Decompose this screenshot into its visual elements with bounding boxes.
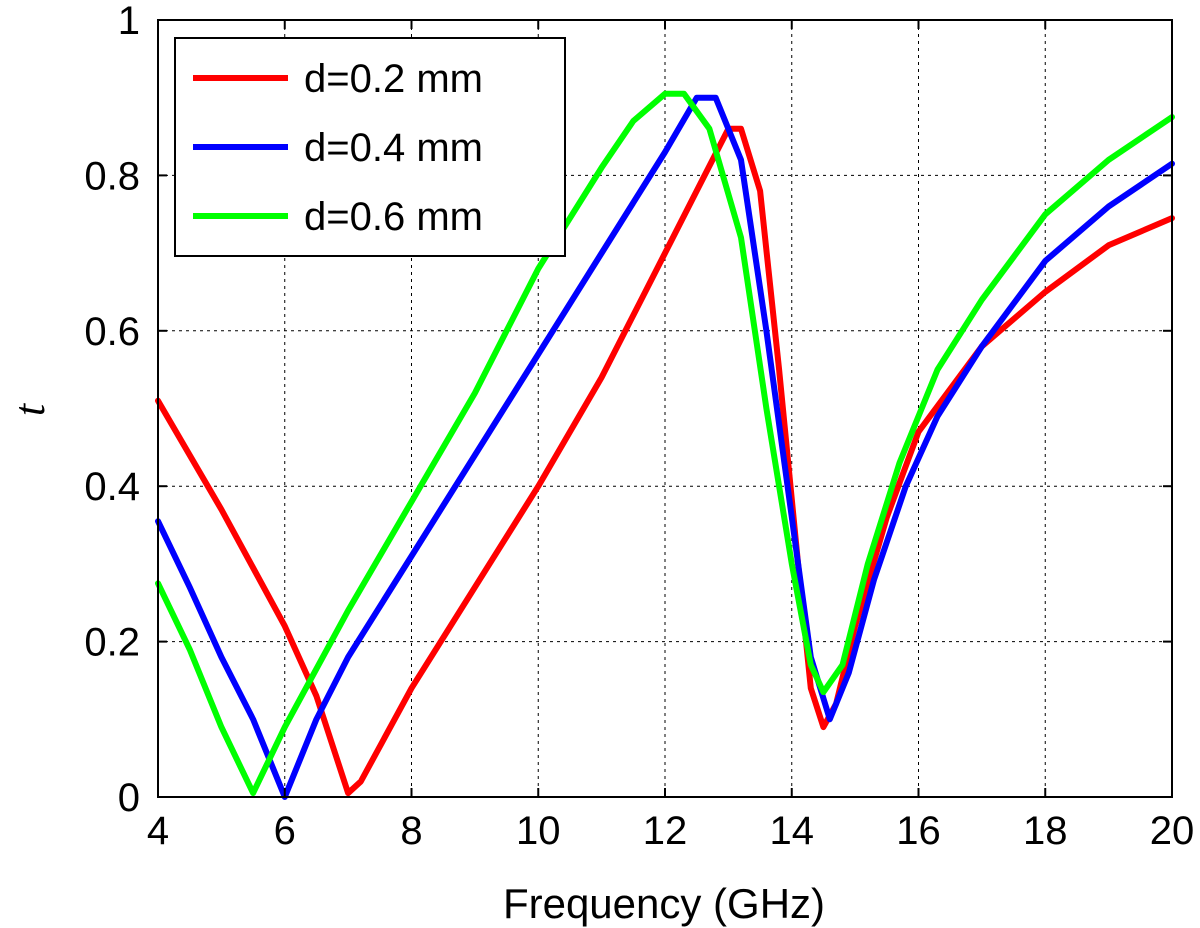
- y-tick-label: 0: [118, 776, 140, 820]
- legend-label-3: d=0.6 mm: [304, 195, 483, 239]
- y-tick-label: 0.6: [84, 310, 140, 354]
- series-line-2: [155, 94, 1175, 800]
- y-tick-label: 0.2: [84, 621, 140, 665]
- legend: d=0.2 mm d=0.4 mm d=0.6 mm: [174, 37, 566, 257]
- y-axis-label: t: [5, 402, 54, 416]
- x-tick-label: 20: [1150, 809, 1195, 853]
- x-tick-label: 16: [896, 809, 941, 853]
- series-line-1: [155, 125, 1175, 797]
- x-tick-label: 12: [643, 809, 688, 853]
- series-group: [155, 90, 1175, 800]
- y-tick-label: 1: [118, 0, 140, 43]
- axis-ticks: [157, 19, 1173, 798]
- y-tick-label: 0.4: [84, 465, 140, 509]
- legend-label-2: d=0.4 mm: [304, 126, 483, 170]
- x-tick-label: 6: [274, 809, 296, 853]
- legend-entries: d=0.2 mm d=0.4 mm d=0.6 mm: [193, 57, 483, 239]
- series-line-3: [155, 90, 1175, 797]
- x-tick-labels: 4 6 8 10 12 14 16 18 20: [147, 809, 1194, 853]
- y-tick-labels: 0 0.2 0.4 0.6 0.8 1: [84, 0, 140, 820]
- x-tick-label: 14: [770, 809, 815, 853]
- x-axis-label: Frequency (GHz): [503, 880, 825, 927]
- x-tick-label: 8: [400, 809, 422, 853]
- legend-label-1: d=0.2 mm: [304, 57, 483, 101]
- x-tick-label: 4: [147, 809, 169, 853]
- x-tick-label: 10: [516, 809, 561, 853]
- y-tick-label: 0.8: [84, 154, 140, 198]
- x-tick-label: 18: [1023, 809, 1068, 853]
